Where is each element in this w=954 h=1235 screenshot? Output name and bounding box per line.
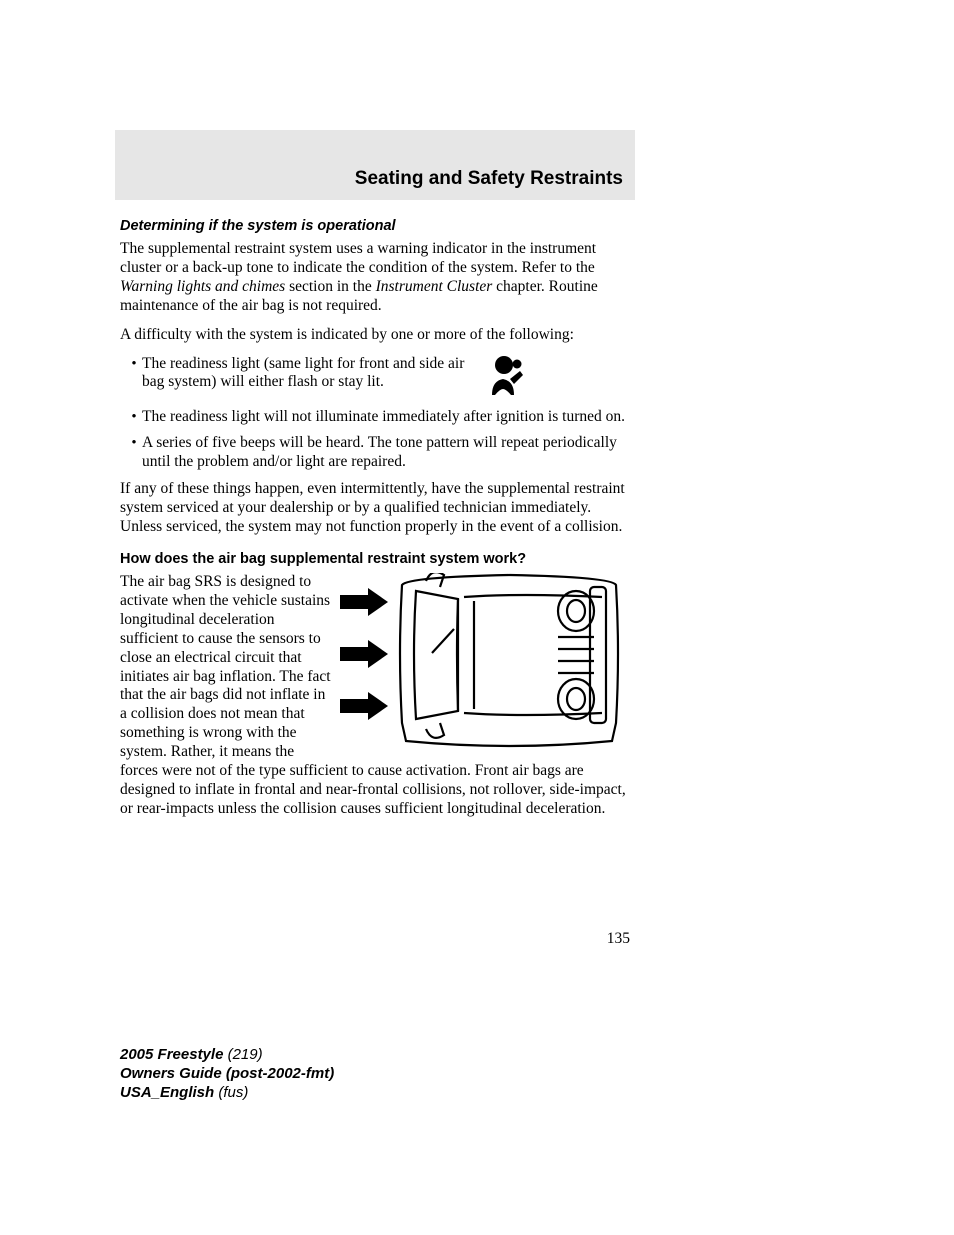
footer-lang: USA_English <box>120 1084 218 1101</box>
bullet-item: • A series of five beeps will be heard. … <box>120 434 630 472</box>
footer-code: (219) <box>228 1046 263 1063</box>
footer-model: 2005 Freestyle <box>120 1046 228 1063</box>
bullet-marker: • <box>120 408 142 427</box>
page-content: Seating and Safety Restraints Determinin… <box>120 130 630 819</box>
difficulty-intro: A difficulty with the system is indicate… <box>120 326 630 345</box>
bullet-item: • The readiness light will not illuminat… <box>120 408 630 427</box>
bullet-item: • The readiness light (same light for fr… <box>120 355 630 400</box>
airbag-explanation-block: The air bag SRS is designed to activate … <box>120 573 630 819</box>
airbag-warning-icon <box>480 355 530 400</box>
bullet-text: A series of five beeps will be heard. Th… <box>142 434 630 472</box>
service-paragraph: If any of these things happen, even inte… <box>120 480 630 537</box>
bullet-marker: • <box>120 355 142 400</box>
footer-block: 2005 Freestyle (219) Owners Guide (post-… <box>120 1046 334 1102</box>
bullet-text: The readiness light will not illuminate … <box>142 408 630 427</box>
footer-lang-code: (fus) <box>218 1084 248 1101</box>
section-title: Seating and Safety Restraints <box>355 168 623 190</box>
bullet-marker: • <box>120 434 142 472</box>
ref-warning-lights: Warning lights and chimes <box>120 278 285 295</box>
subsection-heading-determining: Determining if the system is operational <box>120 218 630 234</box>
vehicle-impact-diagram-icon <box>340 573 630 753</box>
ref-instrument-cluster: Instrument Cluster <box>376 278 493 295</box>
subsection-heading-how-works: How does the air bag supplemental restra… <box>120 551 630 567</box>
footer-line-1: 2005 Freestyle (219) <box>120 1046 334 1065</box>
para-text: The supplemental restraint system uses a… <box>120 240 596 276</box>
page-number: 135 <box>607 930 630 948</box>
footer-line-3: USA_English (fus) <box>120 1084 334 1103</box>
footer-line-2: Owners Guide (post-2002-fmt) <box>120 1065 334 1084</box>
para-text: section in the <box>285 278 375 295</box>
section-header-band: Seating and Safety Restraints <box>115 130 635 200</box>
bullet-text: The readiness light (same light for fron… <box>142 355 480 400</box>
intro-paragraph: The supplemental restraint system uses a… <box>120 240 630 316</box>
